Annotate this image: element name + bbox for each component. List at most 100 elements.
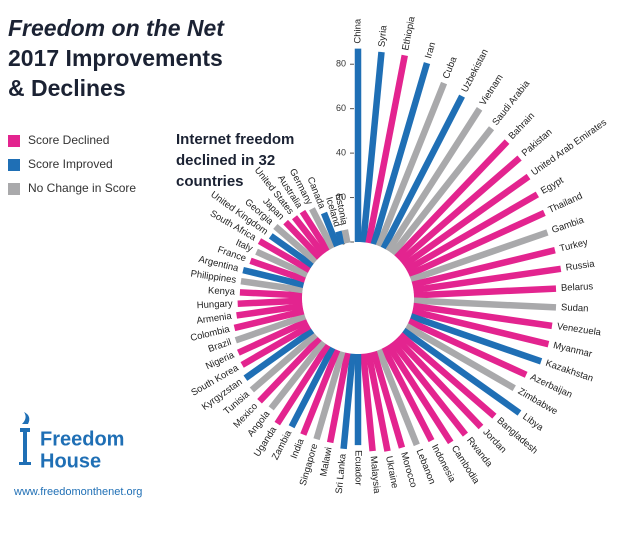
bar bbox=[335, 230, 346, 246]
bar bbox=[233, 308, 305, 332]
bar bbox=[375, 81, 448, 248]
bar bbox=[299, 209, 331, 253]
bar bbox=[394, 139, 510, 260]
category-label: Syria bbox=[377, 24, 390, 47]
bar bbox=[255, 248, 309, 278]
bar bbox=[274, 343, 331, 426]
logo-text: House bbox=[40, 450, 101, 472]
bar bbox=[360, 353, 376, 452]
bar bbox=[240, 323, 312, 368]
bar bbox=[380, 94, 465, 250]
bar bbox=[370, 62, 431, 246]
bar bbox=[268, 233, 315, 269]
annotation: declined in 32 bbox=[176, 152, 275, 169]
category-label: Kenya bbox=[208, 285, 236, 297]
legend-label: Score Improved bbox=[28, 157, 113, 171]
bar bbox=[236, 302, 304, 319]
bar bbox=[326, 352, 351, 444]
bar bbox=[268, 340, 326, 411]
bar bbox=[313, 350, 346, 441]
url: www.freedomonthenet.org bbox=[13, 486, 142, 498]
bar bbox=[413, 297, 557, 311]
logo: Freedom House bbox=[19, 412, 124, 472]
bar bbox=[404, 191, 539, 273]
bar bbox=[283, 219, 322, 260]
category-label: Belarus bbox=[561, 281, 594, 294]
bar bbox=[340, 353, 356, 450]
bar bbox=[412, 265, 562, 294]
bar bbox=[309, 207, 336, 250]
category-label: Sri Lanka bbox=[334, 453, 349, 495]
bar bbox=[375, 348, 420, 447]
category-label: Iran bbox=[423, 41, 438, 60]
bar bbox=[407, 209, 546, 278]
bar bbox=[385, 107, 483, 253]
legend-swatch bbox=[8, 135, 20, 147]
bar bbox=[243, 327, 315, 381]
category-label: Ethiopia bbox=[400, 15, 417, 51]
category-label: Malawi bbox=[318, 446, 334, 477]
category-label: Ukraine bbox=[383, 455, 400, 489]
bar bbox=[365, 352, 391, 452]
bar bbox=[411, 247, 556, 288]
bar bbox=[365, 54, 408, 244]
title-line: 2017 Improvements bbox=[8, 45, 223, 71]
bar bbox=[360, 51, 385, 243]
category-label: Egypt bbox=[539, 175, 566, 197]
category-label: Gambia bbox=[550, 215, 586, 237]
category-label: Vietnam bbox=[478, 72, 506, 107]
category-label: Ecuador bbox=[352, 450, 363, 485]
annotation: countries bbox=[176, 173, 244, 190]
bar bbox=[398, 155, 522, 264]
bar bbox=[370, 350, 406, 449]
bar bbox=[288, 346, 336, 429]
legend-swatch bbox=[8, 159, 20, 171]
annotation: Internet freedom bbox=[176, 131, 294, 148]
y-tick-label: 20 bbox=[336, 192, 346, 202]
y-tick-label: 80 bbox=[336, 59, 346, 69]
bar bbox=[380, 346, 435, 443]
category-label: Malaysia bbox=[368, 456, 383, 495]
bar bbox=[273, 223, 318, 264]
legend-swatch bbox=[8, 183, 20, 195]
bar bbox=[249, 257, 307, 283]
category-label: Russia bbox=[565, 258, 596, 273]
bar bbox=[237, 297, 303, 307]
bar bbox=[413, 285, 557, 299]
category-label: China bbox=[353, 18, 364, 44]
bar bbox=[385, 343, 454, 445]
bar bbox=[411, 308, 550, 348]
bar bbox=[236, 318, 309, 356]
bar bbox=[242, 266, 305, 288]
category-label: Armenia bbox=[196, 311, 233, 327]
legend-label: No Change in Score bbox=[28, 181, 136, 195]
category-label: Sudan bbox=[561, 302, 589, 314]
category-label: Libya bbox=[520, 411, 545, 434]
bar bbox=[398, 332, 497, 419]
category-label: Turkey bbox=[559, 237, 590, 255]
bar bbox=[257, 336, 322, 404]
bar bbox=[412, 302, 553, 330]
bar bbox=[401, 327, 522, 416]
bar bbox=[409, 229, 549, 283]
bar bbox=[404, 323, 516, 392]
category-label: Cuba bbox=[441, 55, 460, 81]
bar bbox=[240, 277, 304, 294]
bar bbox=[341, 229, 351, 244]
category-label: Hungary bbox=[197, 298, 234, 311]
bar bbox=[239, 289, 303, 299]
title-line: & Declines bbox=[8, 75, 126, 101]
bar bbox=[390, 126, 495, 256]
bar bbox=[257, 238, 312, 273]
bar bbox=[401, 173, 531, 269]
category-label: Bahrain bbox=[507, 111, 538, 142]
category-label: Thailand bbox=[547, 191, 585, 216]
category-label: Myanmar bbox=[552, 340, 593, 360]
y-tick-label: 60 bbox=[336, 103, 346, 113]
bar bbox=[394, 336, 484, 430]
bar bbox=[234, 313, 307, 344]
bar bbox=[409, 313, 543, 365]
bar bbox=[291, 215, 326, 256]
